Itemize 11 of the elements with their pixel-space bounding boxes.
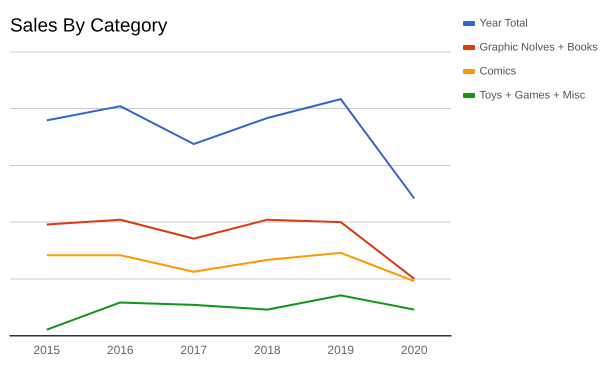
x-tick-label: 2015 [33, 343, 60, 358]
legend-label: Toys + Games + Misc [480, 90, 586, 102]
x-tick-label: 2020 [400, 343, 428, 358]
chart-title: Sales By Category [10, 16, 168, 37]
legend-label: Year Total [480, 18, 528, 30]
x-tick-label: 2017 [180, 343, 208, 358]
legend-label: Comics [480, 66, 517, 78]
x-tick-label: 2019 [327, 343, 354, 358]
x-tick-label: 2018 [254, 343, 281, 358]
x-tick-label: 2016 [106, 343, 134, 358]
legend-label: Graphic Nolves + Books [480, 42, 598, 54]
